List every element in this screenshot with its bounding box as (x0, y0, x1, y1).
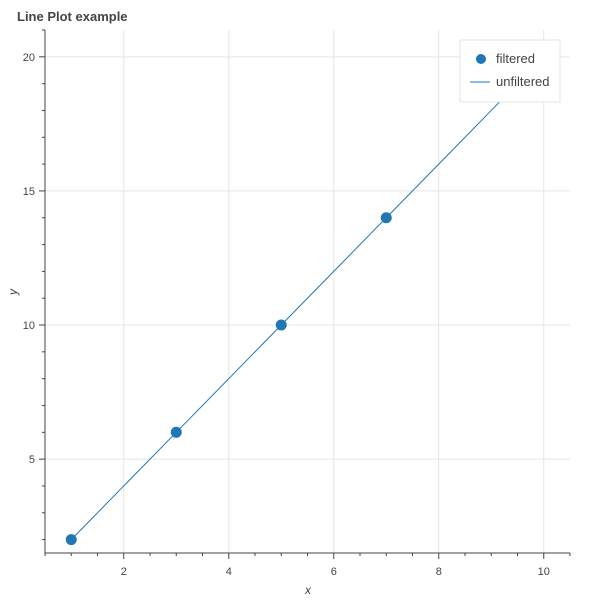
series-line-unfiltered (70, 56, 545, 540)
legend: filtered unfiltered (459, 39, 561, 103)
data-point-filtered (275, 319, 287, 331)
series (65, 56, 545, 546)
x-tick-label: 6 (331, 566, 337, 578)
y-tick-label: 10 (23, 320, 35, 332)
data-point-filtered (65, 534, 77, 546)
legend-marker-filtered (476, 54, 486, 64)
y-tick-label: 5 (29, 454, 35, 466)
legend-box (459, 39, 561, 103)
y-tick-label: 15 (23, 186, 35, 198)
legend-label-unfiltered: unfiltered (496, 74, 549, 89)
y-axis-label: y (6, 288, 20, 296)
data-point-filtered (170, 426, 182, 438)
grid (45, 30, 570, 553)
y-tick-label: 20 (23, 52, 35, 64)
x-tick-label: 10 (538, 566, 550, 578)
data-point-filtered (380, 212, 392, 224)
x-tick-label: 2 (121, 566, 127, 578)
x-tick-label: 4 (226, 566, 232, 578)
chart-title: Line Plot example (17, 9, 128, 24)
legend-label-filtered: filtered (496, 51, 535, 66)
ticks: 2 4 6 8 10 5 10 15 20 (23, 29, 571, 578)
x-tick-label: 8 (436, 566, 442, 578)
x-axis-label: x (304, 583, 312, 597)
